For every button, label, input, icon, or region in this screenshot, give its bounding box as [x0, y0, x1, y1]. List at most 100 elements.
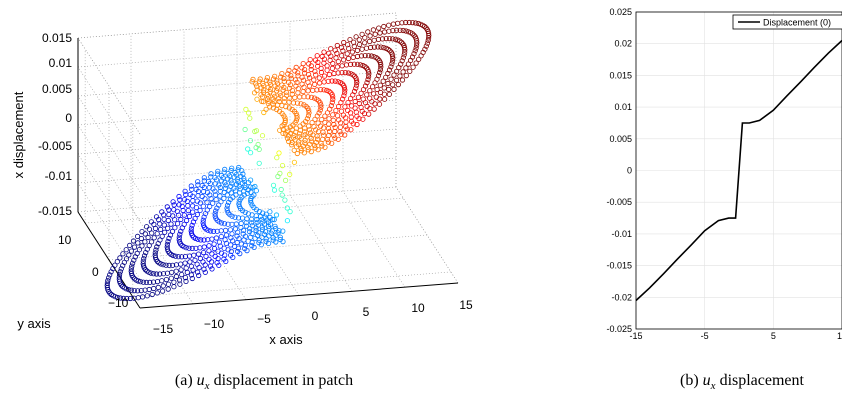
scatter-point: [389, 53, 396, 59]
scatter-point: [240, 208, 246, 214]
scatter-point: [217, 193, 223, 199]
scatter-point: [274, 155, 280, 161]
scatter-point: [142, 266, 148, 273]
scatter-point: [381, 85, 387, 91]
scatter-point: [127, 242, 133, 248]
scatter-point: [350, 121, 356, 127]
scatter-point: [186, 213, 193, 219]
scatter-point: [326, 116, 332, 122]
scatter-point: [241, 227, 247, 233]
scatter-point: [191, 252, 197, 258]
scatter-point: [351, 61, 357, 67]
scatter-point: [325, 78, 331, 84]
scatter-point: [207, 203, 213, 210]
scatter-point: [400, 69, 406, 75]
scatter-point: [214, 260, 220, 266]
scatter-point: [166, 235, 172, 241]
scatter-point: [140, 294, 146, 300]
scatter-point: [236, 164, 242, 171]
scatter-point: [270, 96, 276, 102]
scatter-point: [170, 199, 176, 205]
scatter-point: [280, 228, 286, 234]
scatter-point: [403, 73, 409, 79]
scatter-point: [305, 71, 312, 78]
scatter-point: [203, 253, 209, 259]
scatter-point: [276, 228, 282, 234]
scatter-point: [371, 37, 377, 43]
scatter-point: [254, 87, 260, 94]
scatter-point: [209, 259, 215, 265]
scatter-point: [183, 245, 189, 251]
scatter-point: [350, 72, 356, 78]
scatter-point: [347, 61, 354, 68]
panel-a-3d-scatter: 0.015 0.01 0.005 0 -0.005 -0.01 -0.015 1…: [11, 12, 473, 392]
scatter-point: [157, 221, 163, 227]
scatter-point: [301, 67, 308, 73]
scatter-point: [289, 142, 295, 148]
scatter-point: [230, 254, 236, 260]
scatter-point: [151, 285, 157, 292]
scatter-point: [208, 174, 214, 180]
z-tick-label: -0.015: [38, 204, 72, 218]
scatter-point: [160, 271, 167, 277]
scatter-point: [356, 41, 363, 48]
scatter-point: [201, 214, 207, 220]
scatter-point: [377, 30, 383, 36]
scatter-point: [153, 271, 160, 277]
scatter-point: [360, 116, 366, 122]
grid-line: [130, 207, 194, 304]
scatter-point: [287, 82, 294, 88]
scatter-point: [223, 227, 229, 233]
scatter-point: [117, 295, 124, 301]
scatter-point: [151, 271, 157, 277]
scatter-point: [160, 288, 166, 294]
scatter-point: [193, 205, 199, 211]
scatter-point: [335, 58, 341, 65]
scatter-point: [326, 72, 332, 78]
scatter-point: [107, 290, 113, 296]
scatter-point: [340, 48, 346, 54]
scatter-point: [155, 284, 161, 290]
scatter-point: [160, 283, 166, 289]
scatter-point: [256, 230, 262, 236]
scatter-point: [278, 74, 284, 80]
x-tick-label: 15: [459, 298, 473, 312]
scatter-point: [403, 19, 409, 26]
scatter-point: [234, 176, 240, 182]
scatter-point: [120, 251, 126, 257]
scatter-point: [401, 52, 407, 58]
scatter-point: [282, 177, 289, 183]
scatter-point: [376, 25, 382, 31]
scatter-point: [185, 203, 191, 209]
scatter-point: [324, 67, 330, 73]
scatter-point: [276, 96, 282, 102]
scatter-point: [386, 22, 392, 28]
scatter-point: [289, 139, 295, 146]
scatter-point: [107, 272, 113, 278]
scatter-point: [286, 67, 292, 74]
scatter-point: [221, 189, 227, 196]
scatter-point: [235, 167, 241, 173]
scatter-point: [276, 150, 282, 156]
scatter-point: [353, 34, 359, 40]
y-tick-label: 0.015: [609, 70, 632, 80]
scatter-point: [296, 139, 302, 145]
scatter-point: [360, 96, 366, 102]
x-axis-line: [139, 282, 459, 309]
scatter-point: [159, 233, 165, 239]
scatter-point: [224, 202, 231, 208]
scatter-point: [234, 239, 240, 246]
scatter-point: [378, 64, 384, 70]
grid-line: [108, 234, 428, 261]
scatter-point: [131, 244, 138, 250]
scatter-point: [365, 69, 372, 75]
scatter-point: [130, 260, 136, 266]
scatter-point: [237, 251, 243, 257]
scatter-point: [182, 188, 188, 194]
scatter-point: [117, 269, 123, 275]
scatter-point: [343, 119, 349, 125]
scatter-point: [284, 135, 291, 141]
scatter-point: [318, 104, 324, 110]
scatter-point: [131, 257, 137, 263]
grid-line: [77, 182, 141, 280]
